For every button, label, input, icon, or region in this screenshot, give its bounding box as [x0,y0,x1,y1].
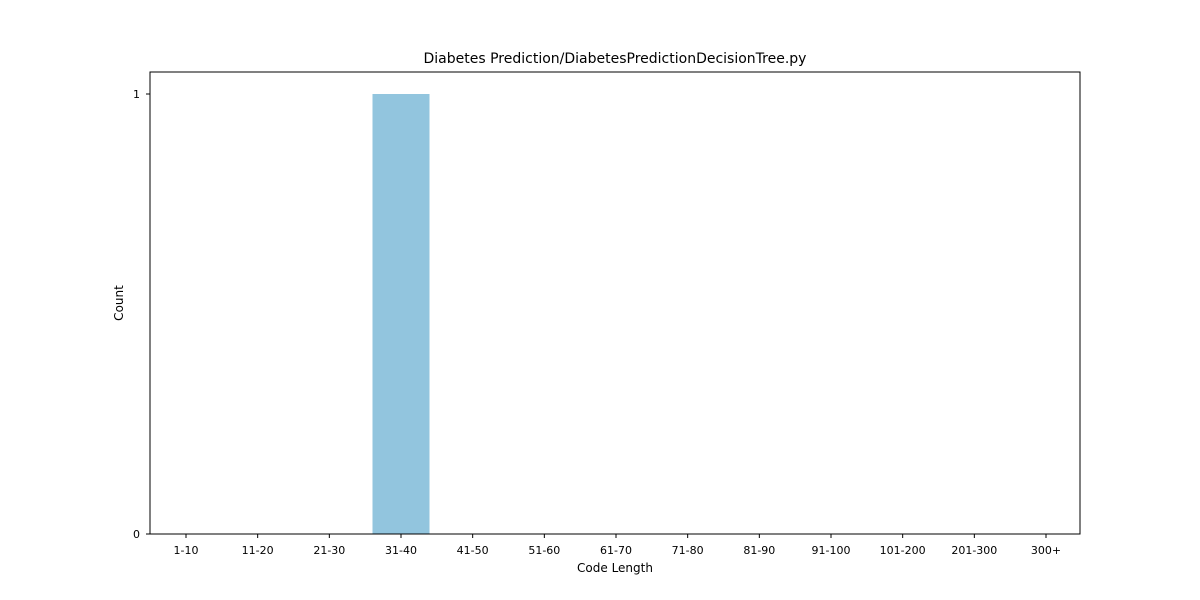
bars-group [372,94,430,534]
x-tick-label: 11-20 [242,544,274,557]
y-axis-ticks: 01 [133,88,150,541]
x-tick-label: 51-60 [528,544,560,557]
x-tick-label: 1-10 [174,544,199,557]
chart-title: Diabetes Prediction/DiabetesPredictionDe… [424,51,807,67]
y-tick-label: 0 [133,528,140,541]
y-tick-label: 1 [133,88,140,101]
x-axis-label: Code Length [577,561,653,575]
x-tick-label: 81-90 [743,544,775,557]
x-tick-label: 201-300 [951,544,997,557]
x-axis-ticks: 1-10 11-20 21-30 31-40 41-50 51-60 61-70 71-80 8… [174,534,1061,557]
bar-31-40 [372,94,430,534]
x-tick-label: 91-100 [812,544,851,557]
x-tick-label: 300+ [1031,544,1061,557]
x-tick-label: 101-200 [880,544,926,557]
x-tick-label: 61-70 [600,544,632,557]
x-tick-label: 71-80 [672,544,704,557]
x-tick-label: 41-50 [457,544,489,557]
x-tick-label: 21-30 [313,544,345,557]
x-tick-label: 31-40 [385,544,417,557]
y-axis-label: Count [112,285,126,321]
plot-frame [149,71,1081,535]
